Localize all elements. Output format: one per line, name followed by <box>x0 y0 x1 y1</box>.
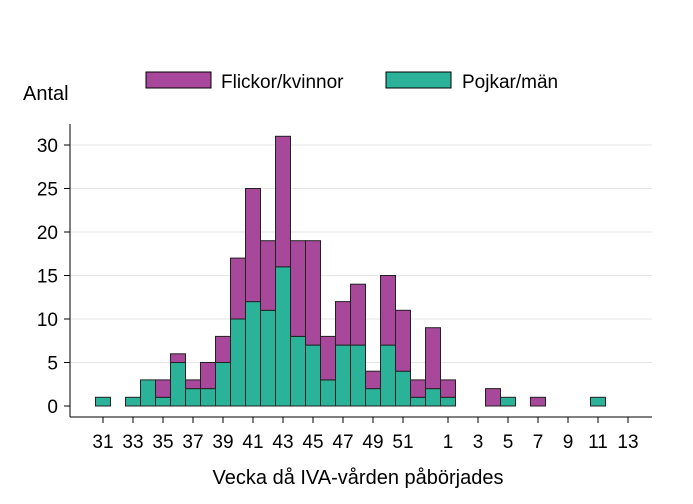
bar-pojkar <box>215 362 231 407</box>
bar-flickor <box>335 301 351 346</box>
bar-pojkar <box>305 344 321 407</box>
y-tick-label: 15 <box>37 267 58 288</box>
legend: Flickor/kvinnor Pojkar/män <box>145 71 558 93</box>
bar-flickor <box>485 388 501 407</box>
bar-flickor <box>230 257 246 320</box>
x-tick-label: 9 <box>563 432 574 453</box>
bar-flickor <box>200 362 216 390</box>
x-tick-label: 11 <box>588 432 608 453</box>
x-tick-label: 37 <box>182 432 203 453</box>
x-axis-title: Vecka då IVA-vården påbörjades <box>213 467 504 489</box>
bar-pojkar <box>155 396 171 407</box>
x-tick-label: 45 <box>302 432 323 453</box>
legend-swatch-pojkar <box>385 71 452 89</box>
bar-flickor <box>320 335 336 381</box>
bar-flickor <box>410 379 426 398</box>
bar-pojkar <box>365 388 381 407</box>
bar-flickor <box>425 327 441 390</box>
bar-pojkar <box>410 396 426 407</box>
bar-pojkar <box>230 318 246 407</box>
bar-flickor <box>440 379 456 398</box>
x-tick-label: 33 <box>122 432 143 453</box>
bar-pojkar <box>500 396 516 407</box>
x-tick-label: 51 <box>392 432 413 453</box>
bar-pojkar <box>260 309 276 407</box>
bar-pojkar <box>125 396 141 407</box>
x-ticks: 31 33 35 37 39 41 43 45 47 49 51 1 3 5 7 9 11 13 <box>92 417 639 453</box>
bar-flickor <box>245 188 261 303</box>
bar-flickor <box>530 396 546 407</box>
x-tick-label: 5 <box>503 432 514 453</box>
y-tick-label: 30 <box>37 136 58 157</box>
y-axis-title: Antal <box>23 83 69 105</box>
bar-flickor <box>305 240 321 346</box>
bar-flickor <box>350 283 366 346</box>
bar-pojkar <box>380 344 396 407</box>
bar-pojkar <box>95 396 111 407</box>
bar-flickor <box>395 309 411 372</box>
y-tick-label: 0 <box>47 397 58 418</box>
x-tick-label: 35 <box>152 432 173 453</box>
x-tick-label: 3 <box>473 432 484 453</box>
bar-pojkar <box>395 370 411 407</box>
y-tick-label: 20 <box>37 223 58 244</box>
y-ticks: 0 5 10 15 20 25 30 <box>37 136 70 418</box>
bar-flickor <box>380 275 396 346</box>
bar-flickor <box>365 370 381 390</box>
bar-flickor <box>155 379 171 398</box>
x-tick-label: 43 <box>272 432 293 453</box>
x-tick-label: 39 <box>212 432 233 453</box>
x-tick-label: 7 <box>533 432 544 453</box>
x-tick-label: 47 <box>332 432 353 453</box>
bar-pojkar <box>245 301 261 407</box>
x-tick-label: 1 <box>443 432 454 453</box>
legend-label-pojkar: Pojkar/män <box>462 72 558 93</box>
y-tick-label: 10 <box>37 310 58 331</box>
bar-pojkar <box>140 379 156 407</box>
bar-pojkar <box>290 335 306 407</box>
y-tick-label: 5 <box>47 354 58 375</box>
bar-pojkar <box>185 388 201 407</box>
legend-label-flickor: Flickor/kvinnor <box>221 72 344 93</box>
bar-flickor <box>215 335 231 363</box>
bar-pojkar <box>350 344 366 407</box>
bar-pojkar <box>425 388 441 407</box>
bar-pojkar <box>275 266 291 407</box>
bar-pojkar <box>335 344 351 407</box>
bar-flickor <box>275 135 291 268</box>
bar-pojkar <box>320 379 336 407</box>
x-tick-label: 41 <box>242 432 263 453</box>
y-tick-label: 25 <box>37 180 58 201</box>
legend-swatch-flickor <box>145 71 212 89</box>
bars <box>95 135 606 407</box>
grid-lines <box>71 144 652 363</box>
bar-pojkar <box>590 396 606 407</box>
x-tick-label: 31 <box>92 432 113 453</box>
bar-flickor <box>170 353 186 363</box>
bar-flickor <box>185 379 201 390</box>
x-tick-label: 13 <box>617 432 638 453</box>
bar-pojkar <box>440 396 456 407</box>
bar-pojkar <box>170 362 186 407</box>
x-tick-label: 49 <box>362 432 383 453</box>
bar-pojkar <box>200 388 216 407</box>
bar-flickor <box>290 240 306 337</box>
bar-flickor <box>260 240 276 311</box>
